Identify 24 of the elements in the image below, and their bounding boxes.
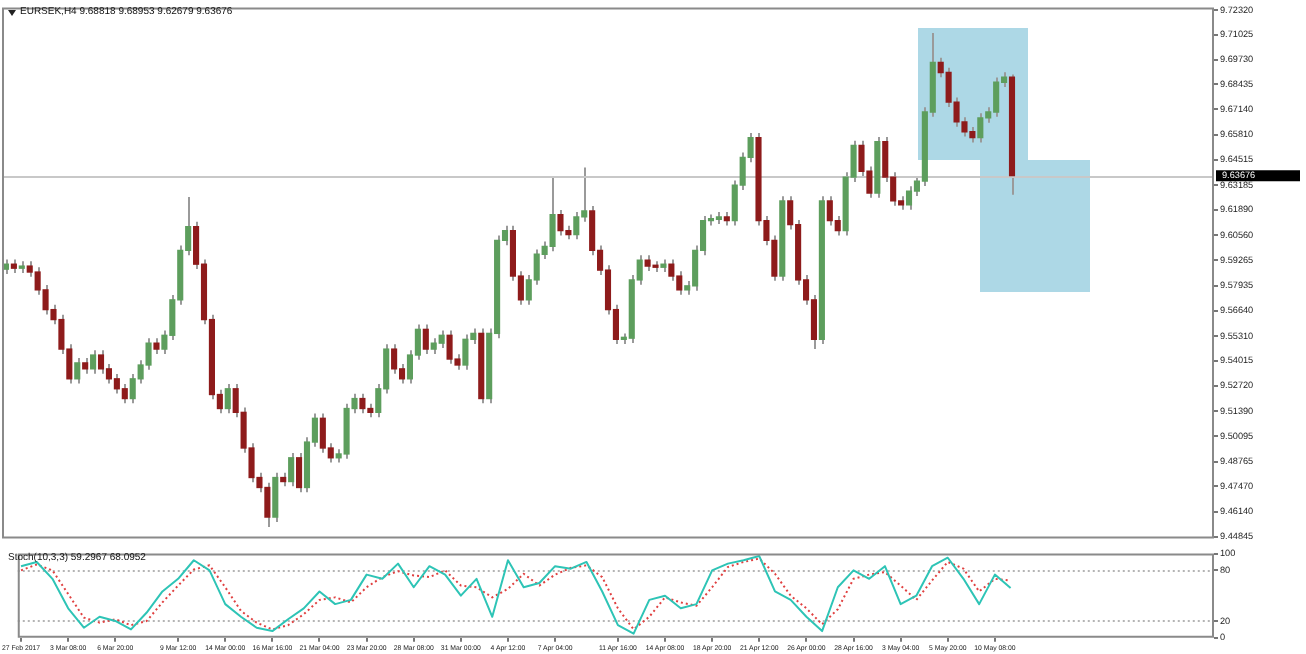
candlestick — [905, 185, 913, 211]
candlestick — [319, 412, 326, 454]
candlestick — [97, 349, 105, 375]
candlestick — [74, 357, 81, 385]
candlestick — [391, 343, 398, 375]
candlestick — [296, 451, 303, 494]
candlestick — [573, 211, 580, 241]
candlestick — [359, 392, 366, 415]
candlestick — [288, 451, 295, 488]
candlestick — [272, 471, 279, 523]
candlestick — [977, 112, 984, 144]
candlestick — [549, 176, 556, 253]
candlestick — [993, 76, 1000, 118]
candlestick — [826, 195, 833, 227]
candlestick — [422, 323, 429, 355]
candlestick — [224, 382, 231, 415]
candlestick — [264, 481, 271, 528]
candlestick — [121, 382, 128, 405]
candlestick — [343, 402, 350, 460]
candlestick — [90, 349, 97, 375]
candlestick — [557, 208, 564, 237]
candlestick — [446, 329, 453, 365]
candlestick — [113, 373, 120, 395]
candlestick — [462, 333, 469, 371]
